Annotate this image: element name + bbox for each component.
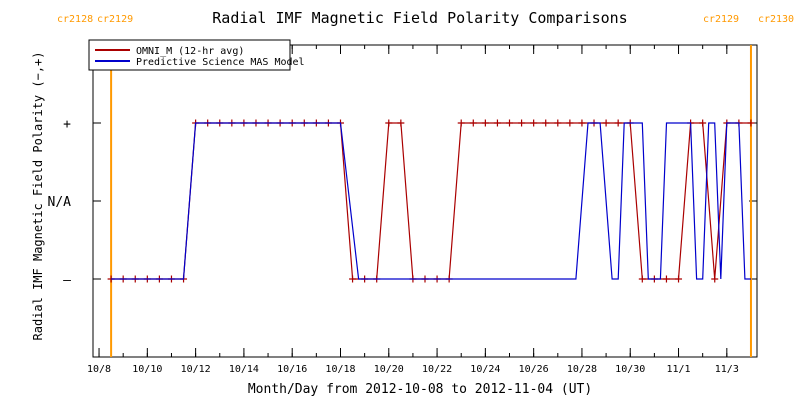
legend-label: OMNI_M (12-hr avg) <box>136 46 244 57</box>
carrington-label: cr2129 <box>97 14 133 25</box>
y-tick-label: + <box>63 117 71 132</box>
data-point-marker <box>614 119 622 127</box>
series-line-1 <box>111 122 751 280</box>
y-tick-label: N/A <box>48 195 72 210</box>
x-tick-label: 10/24 <box>470 364 500 375</box>
y-axis-title: Radial IMF Magnetic Field Polarity (−,+) <box>31 52 45 341</box>
series-layer <box>107 119 755 283</box>
chart-title: Radial IMF Magnetic Field Polarity Compa… <box>212 9 627 27</box>
data-point-marker <box>711 275 719 283</box>
data-point-marker <box>699 119 707 127</box>
legend-label: Predictive Science MAS Model <box>136 57 305 68</box>
x-tick-label: 10/30 <box>615 364 645 375</box>
data-point-marker <box>566 119 574 127</box>
data-point-marker <box>747 119 755 127</box>
data-point-marker <box>469 119 477 127</box>
x-axis: 10/8 10/10 10/12 10/14 10/16 10/18 10/20 10/22 1… <box>87 45 752 375</box>
x-tick-label: 10/22 <box>422 364 452 375</box>
carrington-labels: cr2128 cr2129 cr2129 cr2130 <box>57 14 794 25</box>
x-tick-label: 10/14 <box>229 364 259 375</box>
data-point-marker <box>542 119 550 127</box>
data-point-marker <box>349 275 357 283</box>
carrington-label: cr2130 <box>758 14 794 25</box>
data-point-marker <box>602 119 610 127</box>
data-point-marker <box>397 119 405 127</box>
x-tick-label: 10/20 <box>374 364 404 375</box>
data-point-marker <box>457 119 465 127</box>
data-point-marker <box>530 119 538 127</box>
legend: OMNI_M (12-hr avg)Predictive Science MAS… <box>88 39 305 71</box>
x-tick-label: 10/16 <box>277 364 307 375</box>
data-point-marker <box>506 119 514 127</box>
x-tick-label: 10/12 <box>181 364 211 375</box>
x-tick-label: 10/8 <box>87 364 111 375</box>
data-point-marker <box>481 119 489 127</box>
x-tick-label: 11/1 <box>666 364 690 375</box>
legend-box <box>88 39 291 71</box>
plot-frame <box>92 44 758 358</box>
x-tick-label: 11/3 <box>715 364 739 375</box>
x-tick-label: 10/26 <box>519 364 549 375</box>
data-point-marker <box>554 119 562 127</box>
x-tick-label: 10/10 <box>132 364 162 375</box>
carrington-rotation-lines <box>110 45 752 357</box>
carrington-label: cr2129 <box>703 14 739 25</box>
data-point-marker <box>638 275 646 283</box>
x-tick-label: 10/28 <box>567 364 597 375</box>
data-point-marker <box>578 119 586 127</box>
y-tick-label: – <box>63 273 71 288</box>
x-tick-label: 10/18 <box>325 364 355 375</box>
data-point-marker <box>662 275 670 283</box>
data-point-marker <box>385 119 393 127</box>
series-line-0 <box>111 122 751 280</box>
data-point-marker <box>493 119 501 127</box>
carrington-label: cr2128 <box>57 14 93 25</box>
data-point-marker <box>675 275 683 283</box>
data-point-marker <box>518 119 526 127</box>
x-axis-title: Month/Day from 2012-10-08 to 2012-11-04 … <box>248 382 592 397</box>
